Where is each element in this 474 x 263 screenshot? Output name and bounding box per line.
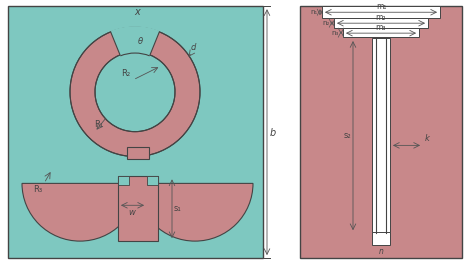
Bar	[343, 28, 419, 37]
Bar	[300, 6, 462, 258]
Text: s₁: s₁	[174, 204, 182, 213]
Wedge shape	[110, 26, 160, 56]
Text: n₃: n₃	[332, 30, 339, 36]
Bar	[147, 176, 158, 185]
Text: n₁: n₁	[311, 9, 318, 15]
Text: m₁: m₁	[376, 2, 386, 11]
Bar	[372, 232, 390, 245]
Text: x: x	[134, 7, 140, 17]
Circle shape	[95, 52, 175, 132]
Text: k: k	[425, 134, 430, 143]
Bar	[118, 176, 158, 241]
Text: θ: θ	[138, 37, 143, 46]
Text: s₂: s₂	[343, 131, 351, 140]
Text: R₃: R₃	[34, 185, 43, 194]
Text: m₂: m₂	[376, 13, 386, 22]
Bar	[372, 38, 390, 233]
Text: d: d	[191, 43, 196, 52]
Bar	[118, 176, 129, 185]
Text: R₁: R₁	[94, 120, 103, 129]
Text: n: n	[379, 247, 383, 256]
Bar	[127, 146, 149, 159]
Bar	[334, 18, 428, 28]
Wedge shape	[137, 183, 253, 241]
Text: n₂: n₂	[323, 20, 330, 26]
Circle shape	[70, 27, 200, 156]
Wedge shape	[22, 183, 138, 241]
Text: w: w	[128, 208, 136, 217]
Text: b: b	[270, 128, 276, 138]
Text: R₂: R₂	[121, 69, 130, 78]
Text: m₃: m₃	[376, 23, 386, 32]
Bar	[8, 6, 263, 258]
Bar	[322, 6, 440, 18]
